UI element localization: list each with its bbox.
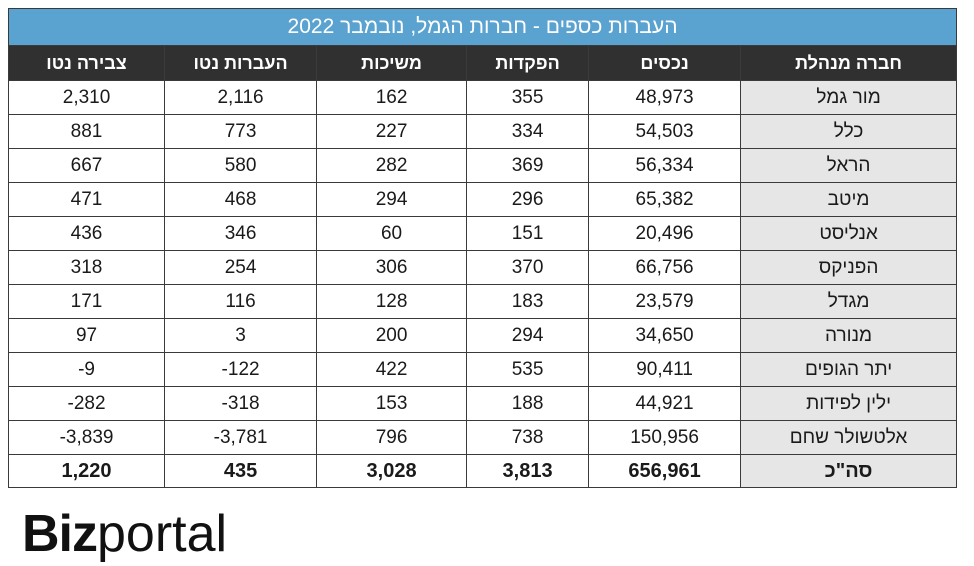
cell-net-transfers: 116	[164, 284, 318, 319]
cell-assets: 20,496	[588, 216, 742, 251]
total-assets: 656,961	[588, 454, 742, 488]
cell-withdrawals: 128	[316, 284, 468, 319]
header-row: חברה מנהלת נכסים הפקדות משיכות העברות נט…	[7, 45, 958, 81]
total-deposits: 3,813	[466, 454, 590, 488]
table-row: כלל 54,503 334 227 773 881	[7, 114, 958, 149]
cell-deposits: 183	[466, 284, 590, 319]
cell-company: הפניקס	[740, 250, 958, 285]
cell-assets: 54,503	[588, 114, 742, 149]
cell-withdrawals: 153	[316, 386, 468, 421]
cell-assets: 23,579	[588, 284, 742, 319]
cell-company: מור גמל	[740, 80, 958, 115]
table-body: מור גמל 48,973 355 162 2,116 2,310 כלל 54,503 33…	[7, 80, 958, 455]
table-row: מיטב 65,382 296 294 468 471	[7, 182, 958, 217]
bizportal-logo: Biz portal	[22, 506, 227, 560]
header-assets: נכסים	[588, 45, 742, 81]
cell-company: מגדל	[740, 284, 958, 319]
cell-net-transfers: -318	[164, 386, 318, 421]
total-net-accumulation: 1,220	[7, 454, 166, 488]
cell-net-accumulation: 667	[7, 148, 166, 183]
table-title: העברות כספים - חברות הגמל, נובמבר 2022	[7, 8, 958, 46]
cell-net-accumulation: 97	[7, 318, 166, 353]
cell-deposits: 296	[466, 182, 590, 217]
table-row: הראל 56,334 369 282 580 667	[7, 148, 958, 183]
cell-withdrawals: 282	[316, 148, 468, 183]
cell-net-accumulation: -9	[7, 352, 166, 387]
cell-net-transfers: 580	[164, 148, 318, 183]
cell-withdrawals: 306	[316, 250, 468, 285]
cell-net-accumulation: 436	[7, 216, 166, 251]
cell-withdrawals: 227	[316, 114, 468, 149]
table-row: אנליסט 20,496 151 60 346 436	[7, 216, 958, 251]
cell-deposits: 535	[466, 352, 590, 387]
header-net-transfers: העברות נטו	[164, 45, 318, 81]
cell-company: אנליסט	[740, 216, 958, 251]
cell-net-accumulation: 471	[7, 182, 166, 217]
cell-deposits: 334	[466, 114, 590, 149]
total-withdrawals: 3,028	[316, 454, 468, 488]
cell-net-transfers: 3	[164, 318, 318, 353]
cell-company: מנורה	[740, 318, 958, 353]
cell-net-transfers: -3,781	[164, 420, 318, 455]
table-row: ילין לפידות 44,921 188 153 -318 -282	[7, 386, 958, 421]
cell-company: אלטשולר שחם	[740, 420, 958, 455]
table-row: יתר הגופים 90,411 535 422 -122 -9	[7, 352, 958, 387]
cell-net-accumulation: -3,839	[7, 420, 166, 455]
total-net-transfers: 435	[164, 454, 318, 488]
header-withdrawals: משיכות	[316, 45, 468, 81]
cell-company: הראל	[740, 148, 958, 183]
cell-net-transfers: 468	[164, 182, 318, 217]
cell-company: כלל	[740, 114, 958, 149]
cell-net-accumulation: 2,310	[7, 80, 166, 115]
cell-assets: 90,411	[588, 352, 742, 387]
cell-withdrawals: 294	[316, 182, 468, 217]
cell-net-accumulation: -282	[7, 386, 166, 421]
cell-assets: 66,756	[588, 250, 742, 285]
cell-deposits: 355	[466, 80, 590, 115]
cell-net-transfers: -122	[164, 352, 318, 387]
cell-assets: 34,650	[588, 318, 742, 353]
cell-deposits: 294	[466, 318, 590, 353]
cell-withdrawals: 60	[316, 216, 468, 251]
cell-company: ילין לפידות	[740, 386, 958, 421]
cell-assets: 48,973	[588, 80, 742, 115]
cell-withdrawals: 422	[316, 352, 468, 387]
cell-assets: 150,956	[588, 420, 742, 455]
cell-deposits: 151	[466, 216, 590, 251]
cell-net-accumulation: 318	[7, 250, 166, 285]
cell-assets: 56,334	[588, 148, 742, 183]
logo-text-portal: portal	[97, 505, 228, 563]
total-row: סה"כ 656,961 3,813 3,028 435 1,220	[7, 454, 958, 488]
cell-withdrawals: 796	[316, 420, 468, 455]
header-deposits: הפקדות	[466, 45, 590, 81]
table-row: אלטשולר שחם 150,956 738 796 -3,781 -3,839	[7, 420, 958, 455]
cell-company: מיטב	[740, 182, 958, 217]
table-row: מנורה 34,650 294 200 3 97	[7, 318, 958, 353]
table-row: מגדל 23,579 183 128 116 171	[7, 284, 958, 319]
cell-withdrawals: 162	[316, 80, 468, 115]
header-net-accumulation: צבירה נטו	[7, 45, 166, 81]
cell-net-accumulation: 881	[7, 114, 166, 149]
cell-deposits: 370	[466, 250, 590, 285]
cell-net-transfers: 254	[164, 250, 318, 285]
cell-deposits: 738	[466, 420, 590, 455]
table-row: מור גמל 48,973 355 162 2,116 2,310	[7, 80, 958, 115]
cell-assets: 44,921	[588, 386, 742, 421]
logo-text-biz: Biz	[22, 505, 98, 563]
cell-net-transfers: 773	[164, 114, 318, 149]
cell-deposits: 369	[466, 148, 590, 183]
table-row: הפניקס 66,756 370 306 254 318	[7, 250, 958, 285]
cell-assets: 65,382	[588, 182, 742, 217]
transfers-table: העברות כספים - חברות הגמל, נובמבר 2022 ח…	[7, 8, 958, 488]
cell-withdrawals: 200	[316, 318, 468, 353]
cell-net-transfers: 346	[164, 216, 318, 251]
total-label: סה"כ	[740, 454, 958, 488]
cell-net-accumulation: 171	[7, 284, 166, 319]
cell-net-transfers: 2,116	[164, 80, 318, 115]
cell-deposits: 188	[466, 386, 590, 421]
header-company: חברה מנהלת	[740, 45, 958, 81]
transfers-table-container: העברות כספים - חברות הגמל, נובמבר 2022 ח…	[7, 8, 958, 488]
cell-company: יתר הגופים	[740, 352, 958, 387]
